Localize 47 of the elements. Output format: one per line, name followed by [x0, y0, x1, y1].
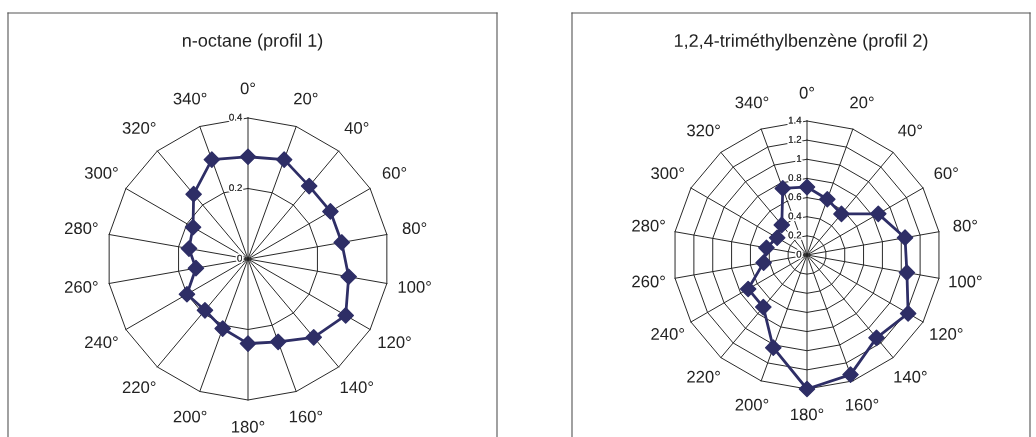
spoke-label: 140° — [894, 370, 927, 383]
spoke-label: 300° — [651, 167, 684, 180]
spoke-label: 0° — [240, 82, 255, 95]
spoke-label: 120° — [930, 328, 963, 340]
spoke-label: 20° — [850, 96, 874, 109]
y-tick-label: 0 — [237, 254, 242, 262]
chart-title: 1,2,4-triméthylbenzène (profil 2) — [674, 33, 928, 51]
spoke-label: 0° — [799, 86, 814, 99]
spoke-label: 60° — [934, 167, 958, 180]
spoke-label: 280° — [632, 219, 665, 232]
spoke-label: 300° — [84, 167, 118, 179]
y-tick-label: 0.2 — [229, 184, 242, 192]
y-tick-label: 0.8 — [788, 174, 802, 182]
spoke-label: 40° — [898, 124, 922, 137]
spoke-label: 80° — [953, 219, 977, 232]
spoke-label: 160° — [846, 398, 879, 411]
spoke-label: 100° — [398, 281, 431, 293]
y-tick-label: 0 — [796, 250, 802, 258]
spoke-label: 100° — [949, 275, 982, 288]
spoke-label: 120° — [378, 336, 411, 349]
y-tick-label: 1.4 — [788, 116, 802, 124]
spoke-label: 200° — [735, 398, 769, 411]
spoke-label: 140° — [340, 381, 373, 394]
spoke-label: 200° — [173, 410, 207, 423]
spoke-label: 260° — [64, 281, 98, 293]
spoke-label: 220° — [122, 381, 156, 394]
y-tick-label: 1 — [796, 155, 802, 162]
y-tick-label: 0.4 — [229, 113, 243, 121]
spoke-label: 320° — [122, 122, 156, 134]
y-tick-label: 0.6 — [788, 193, 802, 201]
spoke-label: 20° — [294, 92, 318, 105]
spoke-label: 280° — [64, 222, 98, 235]
spoke-label: 340° — [173, 92, 207, 105]
y-tick-label: 1.2 — [788, 135, 802, 143]
spoke-label: 160° — [289, 410, 323, 423]
spoke-label: 220° — [687, 370, 720, 383]
spoke-label: 180° — [791, 408, 824, 421]
spoke-label: 240° — [85, 336, 118, 349]
spoke-label: 340° — [735, 96, 769, 109]
spoke-label: 240° — [651, 328, 684, 340]
chart-title: n-octane (profil 1) — [182, 33, 323, 51]
spoke-label: 40° — [344, 122, 369, 134]
spoke-label: 260° — [632, 275, 665, 288]
spoke-label: 60° — [382, 167, 407, 179]
spoke-label: 180° — [232, 420, 265, 433]
spoke-label: 320° — [687, 124, 720, 137]
spoke-label: 80° — [402, 222, 427, 235]
